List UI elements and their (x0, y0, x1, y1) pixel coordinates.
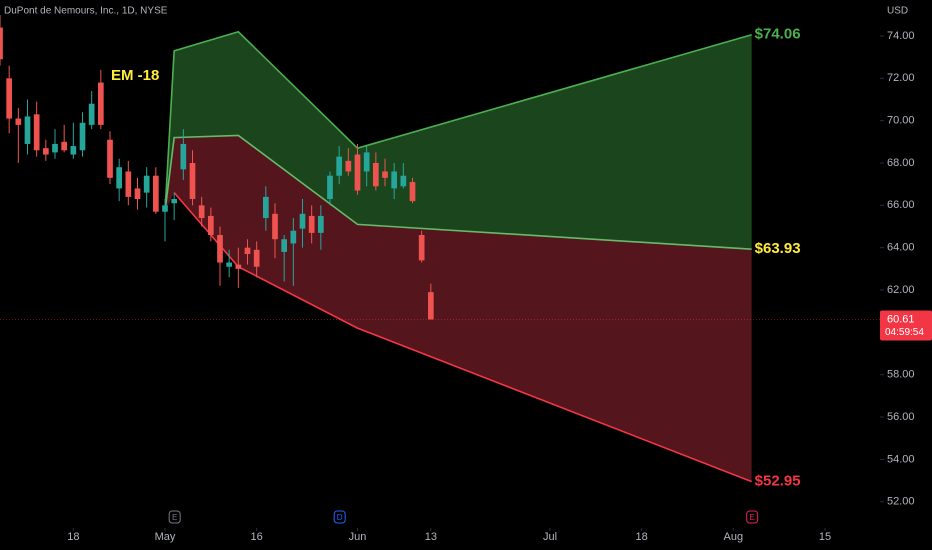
candle-body (116, 167, 123, 189)
x-tick-label: 18 (67, 531, 79, 543)
candle-body (272, 213, 278, 240)
candle-body (125, 171, 132, 197)
candle-body (207, 215, 214, 235)
candle-body (391, 171, 398, 189)
candle-body (61, 141, 68, 151)
end-label: $52.95 (755, 473, 801, 490)
candle-body (327, 175, 333, 199)
event-marker (746, 510, 759, 524)
y-unit: USD (887, 6, 908, 17)
candle-body (52, 143, 58, 153)
end-label: $74.06 (755, 26, 801, 43)
candle-body (244, 247, 251, 255)
x-tick-label: May (155, 531, 176, 543)
x-tick-label: Jun (349, 531, 367, 543)
band-fill (165, 31, 752, 250)
candle-body (189, 163, 196, 199)
y-tick-label: 74.00 (887, 30, 915, 42)
y-tick-label: 64.00 (887, 242, 915, 254)
candle-body (134, 188, 141, 199)
candle-body (354, 154, 361, 191)
candle-body (180, 143, 187, 170)
y-tick-label: 56.00 (887, 411, 915, 423)
x-tick-label: 13 (425, 531, 437, 543)
candle-body (24, 116, 31, 144)
candle-body (162, 205, 168, 212)
candle-body (152, 175, 159, 212)
candle-body (143, 175, 150, 193)
candle-body (235, 264, 242, 269)
candle-body (217, 234, 223, 263)
candle-body (226, 262, 233, 267)
candle-body (345, 160, 352, 172)
end-label: $63.93 (755, 240, 801, 257)
candle-body (253, 249, 260, 267)
expected-move-line (164, 30, 752, 212)
candle-body (6, 78, 13, 119)
y-tick-label: 68.00 (887, 157, 915, 169)
expected-move-line (173, 192, 752, 483)
candle-body (33, 114, 40, 151)
annotation: EM -18 (111, 67, 159, 84)
candle-body (336, 156, 343, 176)
candle-body (363, 152, 370, 172)
event-marker (333, 510, 346, 524)
candle-body (107, 139, 113, 178)
y-tick-label: 62.00 (887, 284, 915, 296)
price-tag-countdown: 04:59:54 (885, 327, 924, 338)
candle-body (427, 292, 434, 320)
plot-layer (0, 14, 880, 483)
x-tick-label: 18 (636, 531, 648, 543)
event-label: E (749, 513, 754, 522)
price-tag-value: 60.61 (887, 313, 915, 325)
x-tick-label: 16 (251, 531, 263, 543)
expected-move-line (164, 134, 752, 250)
y-tick-label: 72.00 (887, 72, 915, 84)
candle-body (70, 146, 77, 155)
candle-body (42, 148, 49, 155)
chart-title: DuPont de Nemours, Inc., 1D, NYSE (4, 6, 168, 17)
candle-body (171, 198, 178, 204)
candle-body (372, 163, 379, 187)
candle-body (198, 205, 205, 219)
candle-body (400, 175, 407, 187)
event-label: E (172, 513, 177, 522)
y-tick-label: 52.00 (887, 496, 915, 508)
y-tick-label: 70.00 (887, 115, 915, 127)
candle-body (409, 182, 416, 202)
y-tick-label: 66.00 (887, 199, 915, 211)
candle-body (88, 103, 95, 125)
candle-body (262, 196, 269, 219)
candle-body (308, 215, 315, 233)
price-tag (880, 310, 932, 341)
event-label: D (337, 513, 343, 522)
candle-body (97, 82, 104, 125)
candle-body (382, 171, 388, 178)
x-tick-label: Aug (724, 531, 744, 543)
x-tick-label: Jul (543, 531, 557, 543)
candle-body (418, 234, 425, 261)
event-marker (168, 510, 181, 524)
candle-body (0, 27, 3, 60)
candle-body (15, 118, 22, 125)
y-tick-label: 54.00 (887, 453, 915, 465)
y-tick-label: 58.00 (887, 369, 915, 381)
candle-body (79, 122, 86, 151)
candle-body (299, 213, 306, 229)
candle-body (290, 230, 297, 244)
x-tick-label: 15 (819, 531, 831, 543)
candle-body (281, 239, 288, 252)
candle-body (317, 215, 324, 233)
